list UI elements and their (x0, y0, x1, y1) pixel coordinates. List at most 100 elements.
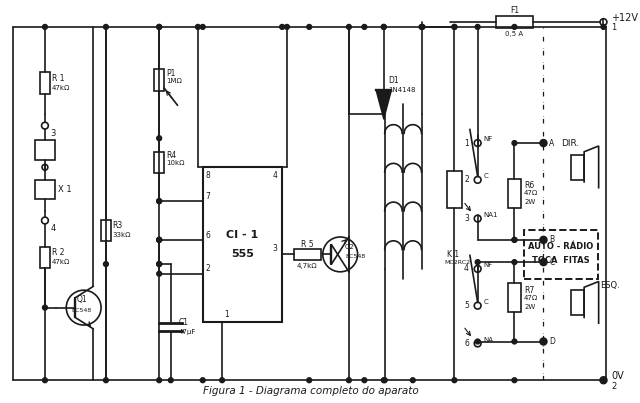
Circle shape (42, 305, 47, 310)
Text: 6: 6 (205, 231, 211, 239)
Bar (524, 230, 598, 278)
Circle shape (157, 271, 161, 276)
Bar (40, 247, 51, 268)
Bar (203, 167, 282, 322)
Text: 555: 555 (231, 249, 254, 260)
Circle shape (157, 199, 161, 204)
Circle shape (601, 25, 606, 29)
Text: 0V: 0V (611, 371, 624, 381)
Text: NA: NA (483, 337, 493, 343)
Circle shape (307, 25, 312, 29)
Circle shape (512, 378, 517, 382)
Text: +12V: +12V (611, 13, 638, 23)
Circle shape (381, 25, 386, 29)
Text: 4: 4 (51, 224, 56, 233)
Bar (154, 152, 164, 173)
Circle shape (104, 262, 108, 266)
Text: 2: 2 (205, 264, 211, 273)
Text: 1: 1 (224, 310, 228, 319)
Circle shape (346, 378, 351, 382)
Circle shape (512, 260, 517, 264)
Text: R 5: R 5 (301, 240, 314, 249)
Text: D: D (549, 337, 555, 346)
Text: Q2: Q2 (345, 244, 355, 249)
Text: R7: R7 (524, 286, 534, 295)
Text: F1: F1 (510, 6, 519, 15)
Text: 8: 8 (205, 170, 211, 179)
Text: 6: 6 (464, 339, 469, 348)
Circle shape (42, 378, 47, 382)
Circle shape (157, 237, 161, 242)
Text: 1N4148: 1N4148 (388, 87, 416, 93)
Circle shape (476, 260, 480, 264)
Text: 4: 4 (273, 170, 277, 179)
Text: 5: 5 (464, 301, 469, 310)
Text: 4: 4 (464, 264, 469, 273)
Text: BC548: BC548 (345, 254, 365, 259)
Bar (35, 140, 54, 160)
Text: MC2RC2: MC2RC2 (445, 260, 471, 265)
Bar (571, 155, 584, 180)
Bar (294, 249, 321, 260)
Text: K 1: K 1 (447, 250, 459, 259)
Circle shape (104, 25, 108, 29)
Text: CI - 1: CI - 1 (227, 230, 259, 240)
Text: 1: 1 (464, 139, 469, 147)
Circle shape (382, 378, 387, 382)
Text: BC548: BC548 (72, 308, 92, 313)
Circle shape (512, 237, 517, 242)
Polygon shape (376, 90, 392, 119)
Circle shape (200, 25, 205, 29)
Text: C: C (483, 299, 488, 305)
Circle shape (285, 25, 289, 29)
Text: 47Ω: 47Ω (524, 295, 538, 301)
Text: 2W: 2W (524, 199, 536, 205)
Bar (508, 283, 521, 312)
Bar (571, 290, 584, 316)
Circle shape (307, 378, 312, 382)
Circle shape (157, 262, 161, 266)
Bar (35, 180, 54, 199)
Circle shape (220, 378, 225, 382)
Circle shape (541, 339, 546, 344)
Text: P1: P1 (166, 69, 175, 78)
Text: 2: 2 (611, 382, 616, 391)
Circle shape (541, 260, 546, 264)
Circle shape (512, 237, 517, 242)
Bar (154, 69, 164, 91)
Text: R6: R6 (524, 181, 534, 190)
Circle shape (381, 25, 386, 29)
Circle shape (420, 25, 425, 29)
Text: NF: NF (483, 136, 493, 142)
Text: C: C (549, 258, 554, 267)
Circle shape (541, 141, 546, 145)
Circle shape (452, 25, 457, 29)
Circle shape (410, 378, 415, 382)
Circle shape (541, 237, 546, 242)
Text: D1: D1 (388, 76, 399, 85)
Text: 33kΩ: 33kΩ (113, 232, 131, 238)
Circle shape (476, 25, 480, 29)
Bar (447, 171, 462, 208)
Circle shape (42, 25, 47, 29)
Circle shape (362, 25, 367, 29)
Circle shape (104, 378, 108, 382)
Text: 3: 3 (464, 214, 469, 223)
Text: DIR.: DIR. (561, 139, 579, 147)
Circle shape (157, 237, 161, 242)
Circle shape (512, 339, 517, 344)
Circle shape (346, 25, 351, 29)
Circle shape (157, 262, 161, 266)
Circle shape (200, 378, 205, 382)
Text: R 1: R 1 (52, 74, 64, 83)
Bar (496, 16, 533, 28)
Circle shape (157, 25, 161, 29)
Text: 0,5 A: 0,5 A (506, 31, 524, 37)
Circle shape (157, 378, 161, 382)
Text: 47Ω: 47Ω (524, 190, 538, 196)
Text: R 2: R 2 (52, 248, 64, 257)
Text: 3: 3 (273, 244, 277, 253)
Text: 47μF: 47μF (179, 329, 196, 335)
Bar (508, 179, 521, 208)
Bar (100, 220, 111, 241)
